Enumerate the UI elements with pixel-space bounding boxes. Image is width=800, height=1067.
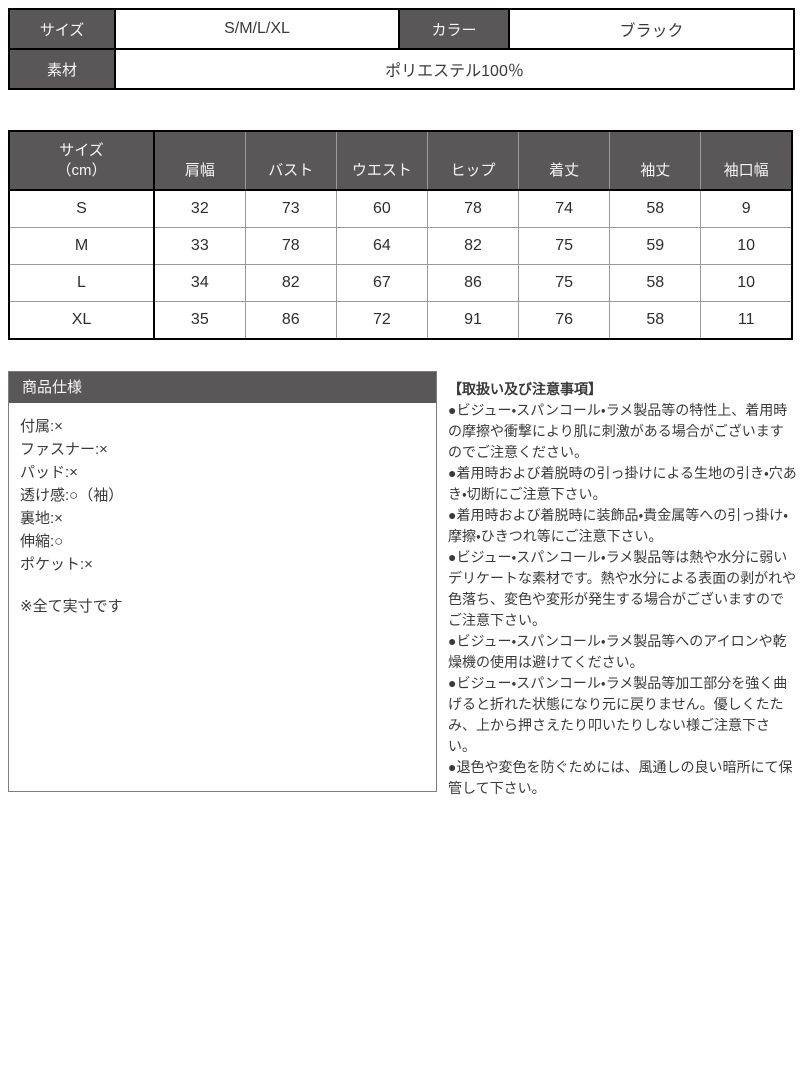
table-row: XL 35 86 72 91 76 58 11: [9, 301, 792, 339]
col-header-shoulder: 肩幅: [153, 131, 246, 191]
measurement-cell: 91: [426, 301, 519, 339]
care-notes-section: 【取扱い及び注意事項】 ●ビジュー・スパンコール・ラメ製品等の特性上、着用時の摩…: [448, 379, 797, 799]
table-row: M 33 78 64 82 75 59 10: [9, 227, 792, 265]
size-cell: XL: [9, 301, 155, 339]
measurement-cell: 75: [518, 227, 610, 265]
col-header-length: 着丈: [518, 131, 610, 191]
measurement-cell: 86: [426, 264, 519, 302]
measurement-cell: 58: [609, 264, 701, 302]
care-note-paragraph: ●着用時および着脱時の引っ掛けによる生地の引き・穴あき・切断にご注意下さい。: [448, 465, 797, 502]
measurement-cell: 78: [244, 227, 337, 265]
measurement-cell: 78: [426, 190, 519, 228]
spec-item: 透け感:○（袖）: [20, 487, 124, 504]
measurement-cell: 33: [153, 227, 246, 265]
measurement-cell: 10: [700, 264, 792, 302]
info-row-size-color: サイズ S/M/L/XL カラー ブラック: [8, 8, 795, 50]
measurement-cell: 9: [700, 190, 792, 228]
measurement-cell: 86: [244, 301, 337, 339]
care-notes-body: ●ビジュー・スパンコール・ラメ製品等の特性上、着用時の摩擦や衝撃により肌に刺激が…: [448, 400, 797, 799]
measurement-cell: 59: [609, 227, 701, 265]
product-spec-list: 付属:× ファスナー:× パッド:× 透け感:○（袖） 裏地:× 伸縮:○ ポケット:×: [9, 415, 436, 576]
size-cell: L: [9, 264, 155, 302]
measurement-cell: 32: [153, 190, 246, 228]
care-notes-title: 【取扱い及び注意事項】: [448, 381, 602, 397]
col-header-hip: ヒップ: [426, 131, 519, 191]
measurement-cell: 58: [609, 190, 701, 228]
color-value-cell: ブラック: [508, 8, 795, 50]
care-note-paragraph: ●着用時および着脱時に装飾品・貴金属等への引っ掛け・摩擦・ひきつれ等にご注意下さ…: [448, 507, 788, 544]
care-note-paragraph: ●ビジュー・スパンコール・ラメ製品等加工部分を強く曲げると折れた状態になり元に戻…: [448, 675, 788, 754]
color-label-cell: カラー: [398, 8, 510, 50]
measurement-cell: 11: [700, 301, 792, 339]
care-note-paragraph: ●ビジュー・スパンコール・ラメ製品等へのアイロンや乾燥機の使用は避けてください。: [448, 633, 787, 670]
col-header-sleeve: 袖丈: [609, 131, 701, 191]
measurement-cell: 10: [700, 227, 792, 265]
spec-item: ポケット:×: [20, 556, 93, 573]
measurement-cell: 60: [335, 190, 428, 228]
measurement-cell: 82: [244, 264, 337, 302]
size-table-header-row: サイズ （cm） 肩幅 バスト ウエスト ヒップ 着丈 袖丈 袖口幅: [9, 131, 792, 191]
size-unit-header-cell: サイズ （cm）: [9, 131, 155, 191]
care-note-paragraph: ●ビジュー・スパンコール・ラメ製品等の特性上、着用時の摩擦や衝撃により肌に刺激が…: [448, 402, 788, 460]
size-unit-line1: サイズ: [59, 141, 104, 159]
col-header-cuff: 袖口幅: [700, 131, 792, 191]
material-value-cell: ポリエステル100％: [114, 48, 795, 90]
measurement-cell: 35: [153, 301, 246, 339]
measurement-cell: 34: [153, 264, 246, 302]
measurement-cell: 72: [335, 301, 428, 339]
measurement-cell: 73: [244, 190, 337, 228]
size-unit-line2: （cm）: [56, 161, 107, 179]
product-spec-box: 商品仕様 付属:× ファスナー:× パッド:× 透け感:○（袖） 裏地:× 伸縮:○ ポケッ…: [8, 371, 437, 792]
spec-item: 付属:×: [20, 418, 63, 435]
size-value-cell: S/M/L/XL: [114, 8, 400, 50]
col-header-waist: ウエスト: [335, 131, 428, 191]
measurement-cell: 67: [335, 264, 428, 302]
size-measurements-table: サイズ （cm） 肩幅 バスト ウエスト ヒップ 着丈 袖丈 袖口幅 S 32 73…: [8, 130, 793, 340]
measurement-cell: 82: [426, 227, 519, 265]
actual-measurement-note: ※全て実寸です: [20, 598, 123, 615]
size-label-cell: サイズ: [8, 8, 116, 50]
care-note-paragraph: ●ビジュー・スパンコール・ラメ製品等は熱や水分に弱いデリケートな素材です。熱や水…: [448, 549, 797, 628]
measurement-cell: 75: [518, 264, 610, 302]
measurement-cell: 58: [609, 301, 701, 339]
info-row-material: 素材 ポリエステル100％: [8, 48, 795, 90]
size-cell: M: [9, 227, 155, 265]
table-row: L 34 82 67 86 75 58 10: [9, 264, 792, 302]
spec-item: 伸縮:○: [20, 533, 64, 550]
measurement-cell: 74: [518, 190, 610, 228]
product-spec-title: 商品仕様: [9, 372, 436, 403]
product-info-table: サイズ S/M/L/XL カラー ブラック 素材 ポリエステル100％: [8, 8, 795, 90]
spec-item: 裏地:×: [20, 510, 63, 527]
size-table-body: S 32 73 60 78 74 58 9 M 33 78 64 82 75 59 10 L 34 82 67 86 75…: [9, 190, 792, 339]
table-row: S 32 73 60 78 74 58 9: [9, 190, 792, 228]
material-label-cell: 素材: [8, 48, 116, 90]
care-note-paragraph: ●退色や変色を防ぐためには、風通しの良い暗所にて保管して下さい。: [448, 759, 793, 796]
measurement-cell: 76: [518, 301, 610, 339]
col-header-bust: バスト: [244, 131, 337, 191]
spec-item: パッド:×: [20, 464, 78, 481]
spec-item: ファスナー:×: [20, 441, 108, 458]
size-cell: S: [9, 190, 155, 228]
measurement-cell: 64: [335, 227, 428, 265]
